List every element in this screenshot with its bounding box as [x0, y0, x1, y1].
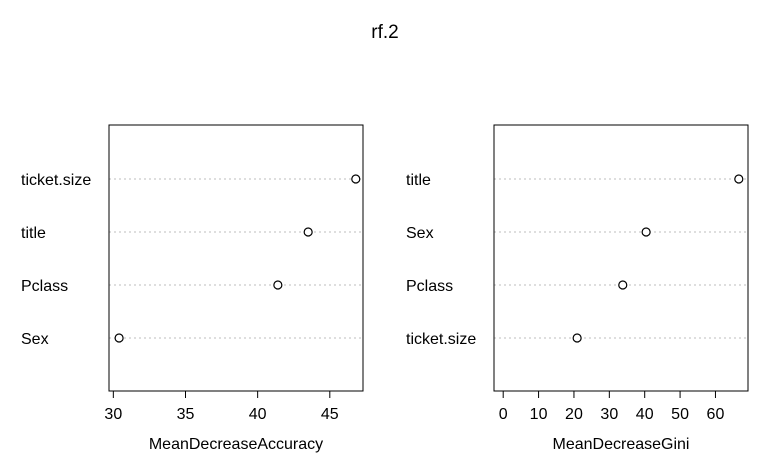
x-tick-label-40: 40 — [249, 406, 267, 423]
x-tick-label-50: 50 — [671, 406, 689, 423]
category-label-Sex: Sex — [406, 225, 434, 242]
figure-title: rf.2 — [371, 22, 398, 43]
category-label-Pclass: Pclass — [21, 278, 68, 295]
x-tick-label-35: 35 — [177, 406, 195, 423]
panel-2: title Sex Pclass ticket.size 0 10 20 30 40 50 60 Me… — [406, 124, 749, 453]
point-ticket.size — [572, 333, 582, 343]
x-tick-label-40: 40 — [636, 406, 654, 423]
point-title — [734, 174, 744, 184]
category-label-ticket.size: ticket.size — [21, 172, 91, 189]
point-Sex — [114, 333, 124, 343]
x-tick-label-45: 45 — [321, 406, 339, 423]
category-label-title: title — [21, 225, 46, 242]
x-tick-label-30: 30 — [600, 406, 618, 423]
x-axis-label: MeanDecreaseGini — [553, 436, 690, 453]
point-Pclass — [618, 280, 628, 290]
x-tick-label-20: 20 — [565, 406, 583, 423]
category-label-Pclass: Pclass — [406, 278, 453, 295]
category-label-ticket.size: ticket.size — [406, 331, 476, 348]
plot-frame — [108, 124, 364, 392]
x-tick-label-0: 0 — [499, 406, 508, 423]
point-Sex — [641, 227, 651, 237]
x-tick-label-30: 30 — [104, 406, 122, 423]
point-ticket.size — [351, 174, 361, 184]
category-label-Sex: Sex — [21, 331, 49, 348]
x-tick-label-10: 10 — [530, 406, 548, 423]
plot-frame — [493, 124, 749, 392]
point-title — [303, 227, 313, 237]
x-tick-label-60: 60 — [707, 406, 725, 423]
point-Pclass — [273, 280, 283, 290]
panel-1: ticket.size title Pclass Sex 30 35 40 45 MeanDec… — [21, 124, 364, 453]
category-label-title: title — [406, 172, 431, 189]
x-axis-label: MeanDecreaseAccuracy — [149, 436, 323, 453]
